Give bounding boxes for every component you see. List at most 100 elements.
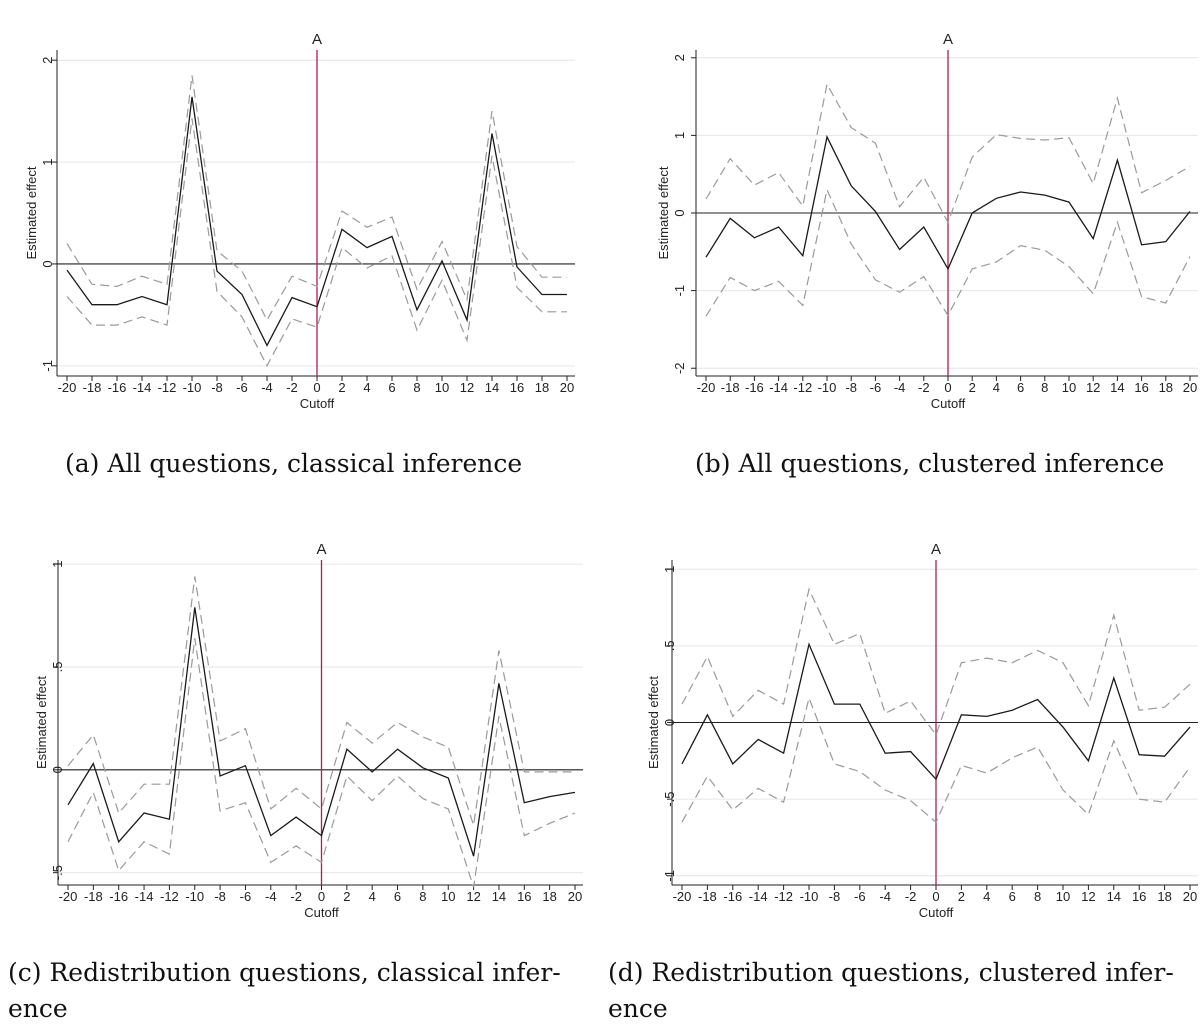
x-tick-label-b-13: 6 bbox=[1017, 380, 1024, 395]
x-tick-label-d-18: 16 bbox=[1132, 889, 1146, 904]
x-tick-label-b-1: -18 bbox=[721, 380, 740, 395]
x-tick-label-c-14: 8 bbox=[419, 889, 426, 904]
x-tick-label-b-12: 4 bbox=[993, 380, 1000, 395]
y-tick-label-b-4: 2 bbox=[672, 54, 687, 61]
x-tick-label-a-14: 8 bbox=[413, 380, 420, 395]
x-tick-label-d-5: -10 bbox=[800, 889, 819, 904]
x-tick-label-c-7: -6 bbox=[240, 889, 252, 904]
x-tick-label-b-5: -10 bbox=[818, 380, 837, 395]
x-tick-label-b-17: 14 bbox=[1110, 380, 1124, 395]
x-tick-label-a-16: 12 bbox=[460, 380, 474, 395]
x-tick-label-d-12: 4 bbox=[983, 889, 990, 904]
x-tick-label-d-13: 6 bbox=[1009, 889, 1016, 904]
y-axis-title-d: Estimated effect bbox=[646, 676, 661, 769]
y-tick-label-d-3: .5 bbox=[662, 640, 677, 651]
x-tick-label-b-20: 20 bbox=[1183, 380, 1197, 395]
x-tick-label-c-10: 0 bbox=[318, 889, 325, 904]
chart-panel-b: -2 -1 0 1 2 -20 -18 -16 -14 -12 -10 -8 -6 -4 -2 0 2 4 6 8 10… bbox=[600, 0, 1200, 500]
y-tick-label-d-1: -.5 bbox=[662, 792, 677, 807]
x-tick-label-d-11: 2 bbox=[958, 889, 965, 904]
chart-panel-a: -1 0 1 2 -20 -18 -16 -14 -12 -10 -8 -6 -4 -2 0 2 4 6 8 10 12… bbox=[0, 0, 600, 500]
y-tick-label-a-3: 2 bbox=[40, 57, 55, 64]
series-upper-b bbox=[705, 82, 1191, 224]
x-tick-label-c-11: 2 bbox=[343, 889, 350, 904]
y-tick-label-a-2: 1 bbox=[40, 158, 55, 165]
x-tick-label-b-10: 0 bbox=[944, 380, 951, 395]
y-tick-label-d-4: 1 bbox=[662, 566, 677, 573]
series-lower-c bbox=[67, 638, 576, 888]
x-tick-label-b-9: -2 bbox=[918, 380, 930, 395]
x-tick-label-d-2: -16 bbox=[723, 889, 742, 904]
x-tick-label-b-8: -4 bbox=[894, 380, 906, 395]
x-tick-label-a-17: 14 bbox=[485, 380, 499, 395]
y-tick-label-a-0: -1 bbox=[40, 360, 55, 372]
y-tick-label-d-0: -1 bbox=[662, 870, 677, 882]
x-tick-label-a-10: 0 bbox=[313, 380, 320, 395]
y-tick-label-c-0: -.5 bbox=[50, 865, 65, 880]
x-tick-label-a-9: -2 bbox=[286, 380, 298, 395]
y-tick-label-b-2: 0 bbox=[672, 209, 687, 216]
y-axis-title-a: Estimated effect bbox=[24, 166, 39, 259]
x-tick-label-b-0: -20 bbox=[697, 380, 716, 395]
x-tick-label-b-3: -14 bbox=[769, 380, 788, 395]
x-tick-label-d-16: 12 bbox=[1081, 889, 1095, 904]
x-tick-label-a-1: -18 bbox=[83, 380, 102, 395]
chart-panel-c: -.5 0.5 1 -20 -18 -16 -14 -12 -10 -8 -6 -4 -2 0 2 4 6 8 10… bbox=[0, 515, 600, 1023]
x-tick-label-b-2: -16 bbox=[745, 380, 764, 395]
series-estimate-c bbox=[67, 607, 576, 857]
x-tick-label-c-12: 4 bbox=[369, 889, 376, 904]
x-tick-label-a-4: -12 bbox=[158, 380, 177, 395]
x-tick-label-d-3: -14 bbox=[749, 889, 768, 904]
x-tick-label-d-19: 18 bbox=[1157, 889, 1171, 904]
x-axis-title-b: Cutoff bbox=[931, 396, 966, 411]
x-tick-label-d-4: -12 bbox=[774, 889, 793, 904]
y-tick-label-c-2: .5 bbox=[50, 662, 65, 673]
chart-caption-d: (d) Redistribution questions, clustered … bbox=[608, 958, 1174, 1023]
y-tick-label-c-3: 1 bbox=[50, 560, 65, 567]
x-tick-label-b-6: -8 bbox=[845, 380, 857, 395]
chart-caption-c: (c) Redistribution questions, classical … bbox=[8, 958, 561, 1023]
x-tick-label-a-12: 4 bbox=[363, 380, 370, 395]
y-axis-title-c: Estimated effect bbox=[34, 676, 49, 769]
x-tick-label-c-17: 14 bbox=[492, 889, 506, 904]
cutoff-marker-label-a: A bbox=[312, 31, 322, 48]
series-estimate-d bbox=[681, 642, 1191, 781]
x-tick-label-c-0: -20 bbox=[59, 889, 78, 904]
x-tick-label-c-4: -12 bbox=[160, 889, 179, 904]
x-tick-label-a-6: -8 bbox=[211, 380, 223, 395]
x-tick-label-d-6: -8 bbox=[829, 889, 841, 904]
x-tick-label-b-16: 12 bbox=[1086, 380, 1100, 395]
x-tick-label-b-14: 8 bbox=[1041, 380, 1048, 395]
x-tick-label-a-15: 10 bbox=[435, 380, 449, 395]
x-tick-label-c-8: -4 bbox=[265, 889, 277, 904]
chart-panel-d: -1 -.5 0.5 1 -20 -18 -16 -14 -12 -10 -8 -6 -4 -2 0 2 4 6 8… bbox=[600, 515, 1200, 1023]
y-tick-label-d-2: 0 bbox=[662, 719, 677, 726]
x-tick-label-c-1: -18 bbox=[84, 889, 103, 904]
x-tick-label-c-2: -16 bbox=[109, 889, 128, 904]
x-tick-label-a-3: -14 bbox=[133, 380, 152, 395]
x-tick-label-b-11: 2 bbox=[969, 380, 976, 395]
x-tick-label-d-9: -2 bbox=[905, 889, 917, 904]
x-tick-label-a-5: -10 bbox=[183, 380, 202, 395]
x-tick-label-d-20: 20 bbox=[1183, 889, 1197, 904]
x-tick-label-c-19: 18 bbox=[542, 889, 556, 904]
x-tick-label-a-11: 2 bbox=[338, 380, 345, 395]
x-tick-label-d-0: -20 bbox=[673, 889, 692, 904]
x-tick-label-c-20: 20 bbox=[568, 889, 582, 904]
x-tick-label-b-18: 16 bbox=[1134, 380, 1148, 395]
x-tick-label-c-15: 10 bbox=[441, 889, 455, 904]
x-tick-label-d-8: -4 bbox=[879, 889, 891, 904]
cutoff-marker-label-b: A bbox=[943, 31, 953, 48]
series-lower-b bbox=[705, 187, 1191, 317]
x-tick-label-a-13: 6 bbox=[388, 380, 395, 395]
series-estimate-b bbox=[705, 134, 1191, 271]
x-tick-label-d-14: 8 bbox=[1034, 889, 1041, 904]
y-tick-label-b-3: 1 bbox=[672, 132, 687, 139]
x-tick-label-b-15: 10 bbox=[1062, 380, 1076, 395]
x-tick-label-d-15: 10 bbox=[1056, 889, 1070, 904]
x-axis-title-c: Cutoff bbox=[304, 905, 339, 920]
chart-caption-a: (a) All questions, classical inference bbox=[65, 449, 523, 478]
x-tick-label-c-3: -14 bbox=[135, 889, 154, 904]
